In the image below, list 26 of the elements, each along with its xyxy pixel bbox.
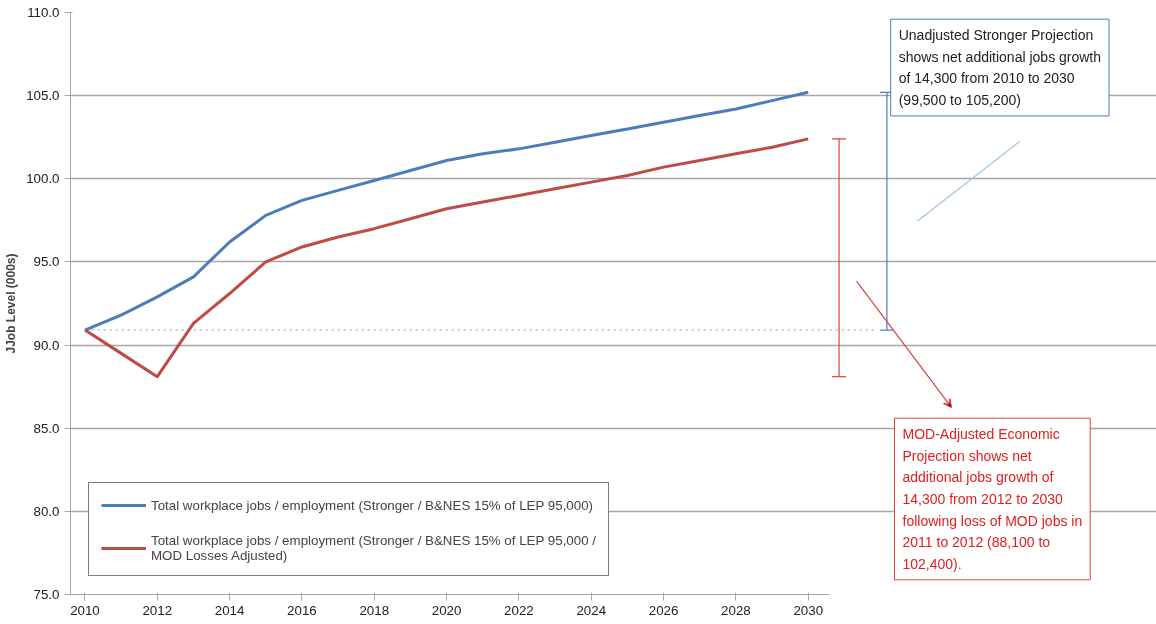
x-tick-label: 2018 [359, 602, 390, 618]
x-tick-label: 2030 [793, 602, 824, 618]
text: Unadjusted Stronger Projection shows net additional jobs growth of 14,300 from 2010 to 2030 (99,500 to 105,200) [898, 27, 1102, 108]
x-tick-label: 2024 [576, 602, 607, 618]
y-tick-label: 110.0 [27, 5, 60, 20]
x-tick-label: 2016 [287, 602, 317, 618]
legend-label: Total workplace jobs / employment (Stronger / B&NES 15% of LEP 95,000) [151, 497, 594, 513]
legend-label: Total workplace jobs / employment (Stronger / B&NES 15% of LEP 95,000 / MOD Losses Adjusted) [151, 533, 596, 563]
text: MOD-Adjusted Economic Projection shows net additional jobs growth of 14,300 from 2012 to 2030 following loss of MOD jobs in 2011 to 2012 (88,100 to 102,400). [902, 426, 1083, 572]
y-axis-title: JJob Level (000s) [4, 253, 19, 354]
line-series [83, 90, 810, 332]
y-tick-label: 100.0 [26, 171, 60, 187]
y-tick-label: 80.0 [33, 503, 60, 519]
x-tick-label: 2022 [504, 602, 534, 618]
x-tick-label: 2010 [70, 602, 100, 618]
y-tick-label: 75.0 [33, 587, 60, 602]
y-tick-label: 95.0 [33, 254, 60, 270]
line-series [83, 137, 810, 379]
y-tick-label: 105.0 [26, 88, 60, 104]
x-tick-label: 2028 [721, 602, 751, 618]
x-tick-label: 2020 [431, 602, 462, 618]
y-tick-label: 90.0 [33, 337, 60, 353]
y-tick-label: 85.0 [33, 420, 60, 436]
x-tick-label: 2026 [648, 602, 679, 618]
x-tick-label: 2014 [214, 602, 246, 618]
x-tick-label: 2012 [142, 602, 173, 618]
